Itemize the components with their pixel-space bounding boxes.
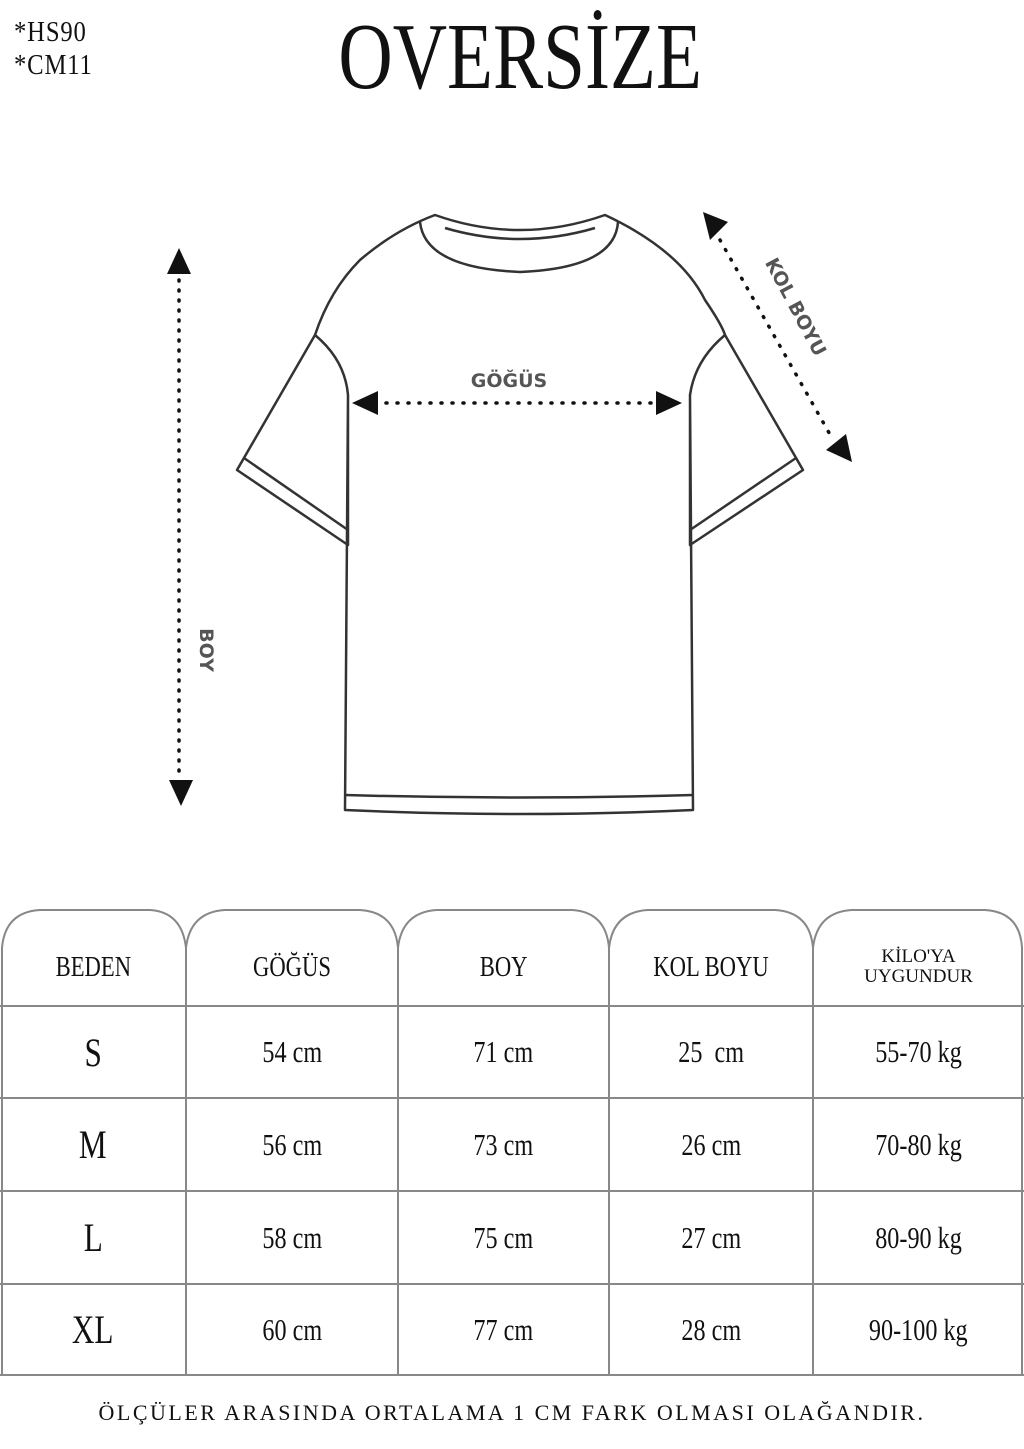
- hem: [344, 793, 694, 799]
- table-cell: 54 cm: [186, 1006, 398, 1098]
- product-code: *CM11: [14, 49, 93, 81]
- cell-text: 80-90 kg: [875, 1219, 962, 1255]
- collar: [418, 221, 620, 274]
- table-cell: 73 cm: [398, 1098, 609, 1191]
- header-text: BOY: [479, 950, 528, 983]
- cell-text: 28 cm: [681, 1311, 741, 1347]
- cell-text: 60 cm: [262, 1311, 322, 1347]
- cell-text: XL: [72, 1307, 114, 1352]
- table-cell: 55-70 kg: [813, 1006, 1024, 1098]
- page-title: OVERSİZE: [338, 5, 702, 109]
- cell-text: 55-70 kg: [875, 1034, 962, 1069]
- cell-text: L: [83, 1215, 103, 1260]
- cell-text: 90-100 kg: [869, 1311, 968, 1347]
- size-cell: XL: [0, 1284, 186, 1375]
- table-cell: 90-100 kg: [813, 1284, 1024, 1375]
- length-label: BOY: [195, 628, 217, 672]
- header-text: KOL BOYU: [653, 950, 769, 983]
- column-header: KİLO'YA UYGUNDUR: [813, 928, 1024, 1006]
- cell-text: M: [79, 1122, 107, 1167]
- size-cell: S: [0, 1006, 186, 1098]
- product-codes: *HS90 *CM11: [14, 16, 107, 82]
- table-cell: 25 cm: [609, 1006, 813, 1098]
- cell-text: 70-80 kg: [875, 1126, 962, 1162]
- header-text: BEDEN: [55, 950, 131, 983]
- arrow-left-icon: [352, 391, 378, 415]
- table-cell: 56 cm: [186, 1098, 398, 1191]
- product-code: *HS90: [14, 16, 87, 48]
- arrow-up-left-icon: [703, 212, 728, 240]
- tshirt-diagram: GÖĞÜS BOY KOL BOYU: [167, 212, 852, 816]
- arrow-right-icon: [656, 391, 682, 415]
- table-cell: 28 cm: [609, 1284, 813, 1375]
- header-text: GÖĞÜS: [253, 950, 331, 983]
- header-line: KİLO'YA: [881, 946, 956, 967]
- column-header: BEDEN: [0, 928, 186, 1006]
- cell-text: 75 cm: [473, 1219, 534, 1255]
- right-shoulder-seam: [688, 334, 726, 396]
- table-cell: 58 cm: [186, 1191, 398, 1284]
- cell-text: 56 cm: [262, 1126, 322, 1162]
- table-cell: 60 cm: [186, 1284, 398, 1375]
- right-cuff: [689, 456, 797, 532]
- table-grid: [0, 909, 1024, 1376]
- chest-label: GÖĞÜS: [471, 368, 547, 392]
- table-cell: 77 cm: [398, 1284, 609, 1375]
- size-table: BEDEN GÖĞÜS BOY KOL BOYU KİLO'YA UYGUNDUR S 54 …: [0, 908, 1024, 1376]
- cell-text: 25 cm: [678, 1034, 744, 1069]
- left-shoulder-seam: [314, 334, 350, 396]
- table-cell: 70-80 kg: [813, 1098, 1024, 1191]
- arrow-down-right-icon: [826, 434, 852, 462]
- cell-text: 26 cm: [681, 1126, 741, 1162]
- table-cell: 80-90 kg: [813, 1191, 1024, 1284]
- size-cell: M: [0, 1098, 186, 1191]
- column-header: BOY: [398, 928, 609, 1006]
- cell-text: 73 cm: [473, 1126, 534, 1162]
- arrow-down-icon: [169, 780, 193, 806]
- cell-text: 27 cm: [681, 1219, 741, 1255]
- shirt-outline: [235, 213, 805, 816]
- left-cuff: [243, 456, 349, 532]
- cell-text: 71 cm: [473, 1034, 534, 1069]
- table-cell: 75 cm: [398, 1191, 609, 1284]
- cell-text: S: [84, 1029, 102, 1075]
- cell-text: 77 cm: [473, 1311, 534, 1347]
- header-line: UYGUNDUR: [864, 966, 973, 987]
- sleeve-label: KOL BOYU: [760, 254, 830, 360]
- column-header: KOL BOYU: [609, 928, 813, 1006]
- table-cell: 26 cm: [609, 1098, 813, 1191]
- size-cell: L: [0, 1191, 186, 1284]
- footer-note: ÖLÇÜLER ARASINDA ORTALAMA 1 CM FARK OLMA…: [98, 1400, 926, 1425]
- cell-text: 58 cm: [262, 1219, 322, 1255]
- table-cell: 27 cm: [609, 1191, 813, 1284]
- column-header: GÖĞÜS: [186, 928, 398, 1006]
- cell-text: 54 cm: [262, 1034, 322, 1069]
- arrow-up-icon: [167, 248, 191, 274]
- table-cell: 71 cm: [398, 1006, 609, 1098]
